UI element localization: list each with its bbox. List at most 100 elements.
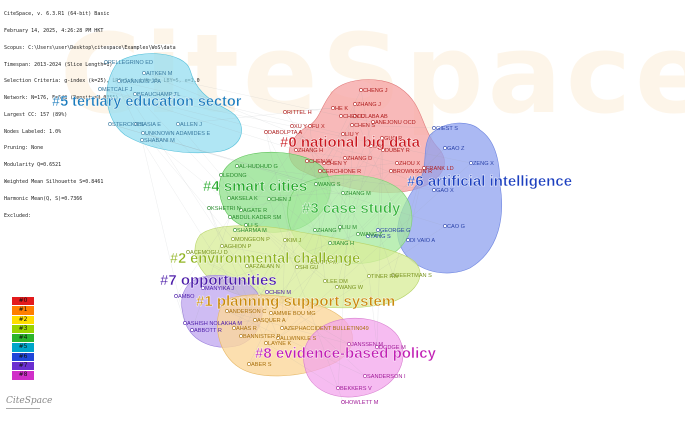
author-label[interactable]: WANG W <box>339 285 364 291</box>
author-label[interactable]: LIU Y <box>345 132 359 138</box>
citation-node[interactable] <box>363 374 367 378</box>
author-label[interactable]: CERCHIONE R <box>322 169 361 175</box>
author-label[interactable]: CHEN S <box>354 123 375 129</box>
author-label[interactable]: SHABANI M <box>144 138 175 144</box>
author-label[interactable]: ANDERSON C <box>229 309 266 315</box>
citation-node[interactable] <box>347 342 351 346</box>
author-label[interactable]: BIASIA E <box>138 122 161 128</box>
author-label[interactable]: SHARMA M <box>237 228 267 234</box>
citation-node[interactable] <box>443 224 447 228</box>
citation-node[interactable] <box>381 148 385 152</box>
author-label[interactable]: DUBEY R <box>385 148 410 154</box>
cluster-label-c4[interactable]: #4 smart cities <box>203 178 308 195</box>
citation-node[interactable] <box>134 122 138 126</box>
author-label[interactable]: DI VAIO A <box>410 238 435 244</box>
citation-node[interactable] <box>227 196 231 200</box>
citation-node[interactable] <box>353 102 357 106</box>
citation-node[interactable] <box>343 156 347 160</box>
citation-node[interactable] <box>443 146 447 150</box>
citation-node[interactable] <box>341 400 345 404</box>
citation-node[interactable] <box>190 328 194 332</box>
citation-node[interactable] <box>235 164 239 168</box>
citation-node[interactable] <box>376 228 380 232</box>
citation-node[interactable] <box>322 161 326 165</box>
citation-node[interactable] <box>395 161 399 165</box>
author-label[interactable]: CULABA AB <box>357 114 388 120</box>
author-label[interactable]: ZHANG H <box>298 148 323 154</box>
citation-node[interactable] <box>294 148 298 152</box>
citation-node[interactable] <box>310 260 314 264</box>
citation-node[interactable] <box>117 79 121 83</box>
citation-node[interactable] <box>133 92 137 96</box>
author-label[interactable]: CHENG J <box>363 88 388 94</box>
author-label[interactable]: CHEN W <box>309 159 332 165</box>
author-label[interactable]: CHEN M <box>269 290 291 296</box>
author-label[interactable]: KSHETRI N <box>211 206 241 212</box>
citation-node[interactable] <box>201 286 205 290</box>
citation-node[interactable] <box>323 279 327 283</box>
citation-node[interactable] <box>290 124 294 128</box>
citation-node[interactable] <box>371 120 375 124</box>
citation-node[interactable] <box>253 318 257 322</box>
citation-node[interactable] <box>239 208 243 212</box>
citation-node[interactable] <box>141 131 145 135</box>
citation-node[interactable] <box>267 197 271 201</box>
citation-node[interactable] <box>269 311 273 315</box>
citation-node[interactable] <box>264 130 268 134</box>
author-label[interactable]: JIANG H <box>332 241 354 247</box>
author-label[interactable]: ZHOU X <box>399 161 420 167</box>
author-label[interactable]: GEORGE G <box>380 228 410 234</box>
author-label[interactable]: SHI GU <box>299 265 318 271</box>
author-label[interactable]: CHEN C <box>343 114 364 120</box>
citation-node[interactable] <box>247 362 251 366</box>
citation-node[interactable] <box>366 234 370 238</box>
citation-node[interactable] <box>244 223 248 227</box>
author-label[interactable]: BEAUCHAMP TL <box>137 92 180 98</box>
citation-node[interactable] <box>183 321 187 325</box>
author-label[interactable]: AGATE R <box>243 208 267 214</box>
author-label[interactable]: AGHION P <box>224 244 252 250</box>
citation-node[interactable] <box>314 182 318 186</box>
cluster-label-c3[interactable]: #3 case study <box>302 200 401 217</box>
citation-node[interactable] <box>219 173 223 177</box>
citation-node[interactable] <box>280 326 284 330</box>
citation-node[interactable] <box>239 334 243 338</box>
author-label[interactable]: ZHANG J <box>357 102 381 108</box>
author-label[interactable]: AMMIE BOU MG <box>273 311 316 317</box>
citation-node[interactable] <box>338 225 342 229</box>
author-label[interactable]: GUO R <box>384 136 402 142</box>
author-label[interactable]: BANNISTER P <box>243 334 281 340</box>
author-label[interactable]: DABOLPTA A <box>268 130 302 136</box>
author-label[interactable]: RITTEL H <box>287 110 312 116</box>
author-label[interactable]: MONGEON P <box>235 237 270 243</box>
citation-node[interactable] <box>108 122 112 126</box>
author-label[interactable]: AHAS R <box>236 326 257 332</box>
citation-node[interactable] <box>264 341 268 345</box>
author-label[interactable]: HOWLETT M <box>345 400 379 406</box>
author-label[interactable]: CHEN Y <box>326 161 347 167</box>
citation-node[interactable] <box>176 122 180 126</box>
author-label[interactable]: GAO X <box>436 188 454 194</box>
author-label[interactable]: GAO Z <box>447 146 465 152</box>
citation-node[interactable] <box>283 238 287 242</box>
citation-node[interactable] <box>245 264 249 268</box>
author-label[interactable]: ABER S <box>251 362 272 368</box>
cluster-label-c5[interactable]: #5 tertiary education sector <box>52 94 242 110</box>
citation-node[interactable] <box>328 241 332 245</box>
author-label[interactable]: AFZALAN N <box>249 264 280 270</box>
author-label[interactable]: ACEMOGLU D <box>190 250 228 256</box>
author-label[interactable]: BROWNSON R <box>393 169 432 175</box>
citation-node[interactable] <box>104 60 108 64</box>
citation-node[interactable] <box>142 71 146 75</box>
citation-node[interactable] <box>308 124 312 128</box>
author-label[interactable]: XU Y <box>294 124 307 130</box>
citation-node[interactable] <box>350 123 354 127</box>
citation-node[interactable] <box>335 285 339 289</box>
citation-node[interactable] <box>406 238 410 242</box>
citation-node[interactable] <box>283 110 287 114</box>
citation-node[interactable] <box>225 309 229 313</box>
author-label[interactable]: ALLWINKLE S <box>280 336 317 342</box>
author-label[interactable]: UNKNOWN ADAMIDES E <box>145 131 211 137</box>
citation-node[interactable] <box>432 188 436 192</box>
